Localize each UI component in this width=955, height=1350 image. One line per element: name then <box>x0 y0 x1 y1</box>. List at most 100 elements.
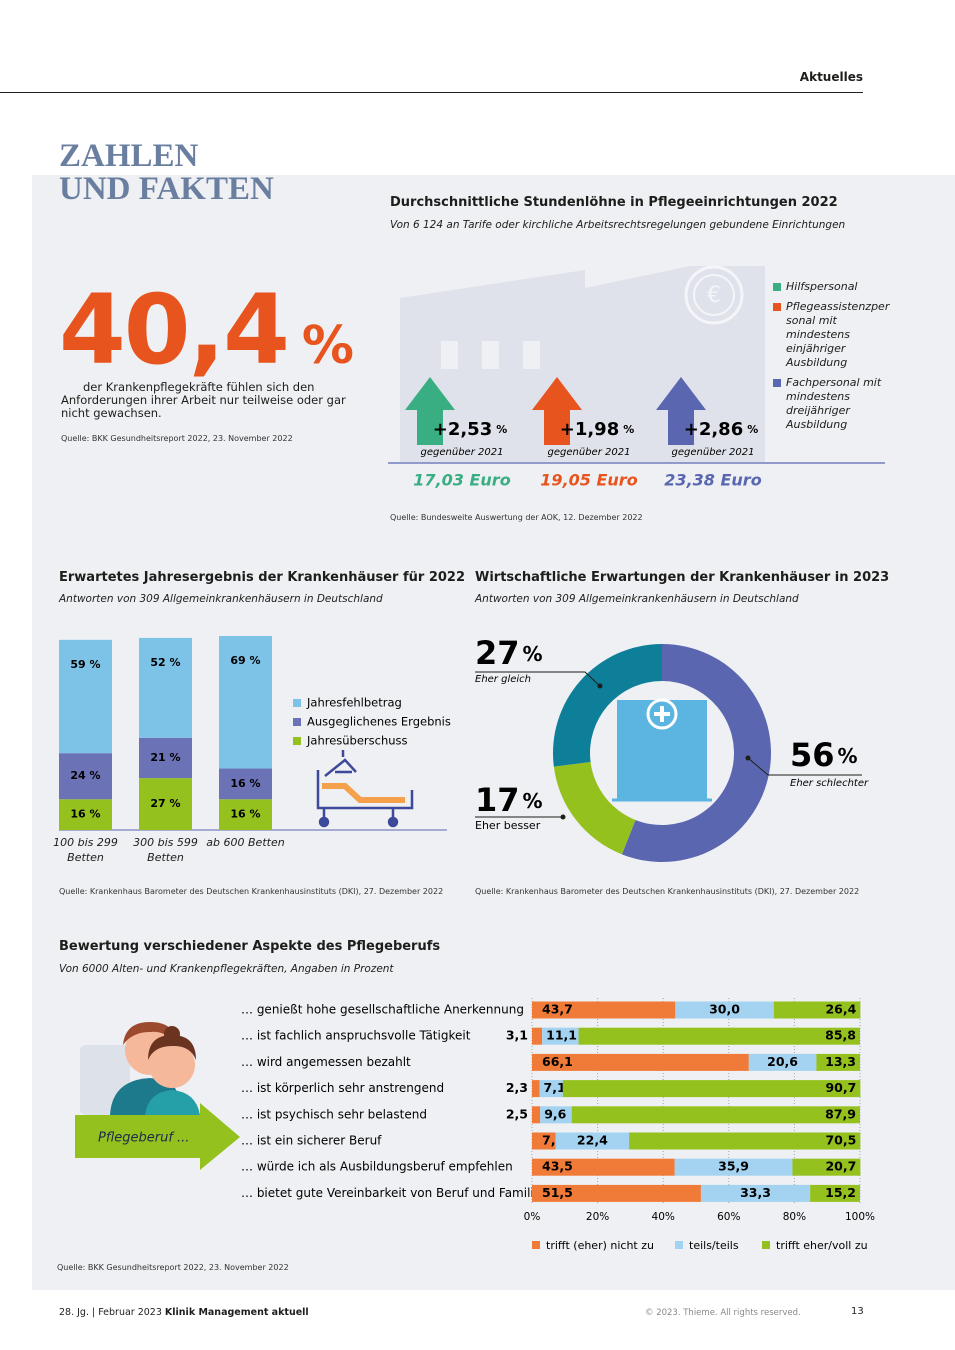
leader-line <box>475 671 601 687</box>
legend-label: trifft (eher) nicht zu <box>546 1239 654 1252</box>
source: Quelle: BKK Gesundheitsreport 2022, 23. … <box>61 434 293 443</box>
legend-swatch <box>773 283 781 291</box>
source: Quelle: BKK Gesundheitsreport 2022, 23. … <box>57 1263 289 1272</box>
hair <box>148 1035 196 1060</box>
bar-segment <box>748 1053 817 1071</box>
head <box>149 1042 195 1088</box>
bar-segment <box>532 1132 556 1150</box>
value-label: 2,5 <box>506 1106 528 1121</box>
bar-segment <box>539 1080 563 1098</box>
wage: 23,38 Euro <box>664 471 761 490</box>
legend-label: Pflegeassistenzpersonal mit mindestens e… <box>786 300 890 369</box>
title-line: ZAHLEN <box>59 138 199 174</box>
value-label: 85,8 <box>825 1028 856 1043</box>
mattress <box>322 783 405 803</box>
arrow <box>656 377 706 445</box>
arrow <box>405 377 455 445</box>
chart-title: Bewertung verschiedener Aspekte des Pfle… <box>59 939 441 954</box>
legend-label: Jahresfehlbetrag <box>306 696 402 710</box>
comparison: gegenüber 2021 <box>421 447 504 458</box>
value: 27 <box>475 634 520 672</box>
value-label: 20,7 <box>825 1159 856 1174</box>
comparison: gegenüber 2021 <box>672 447 755 458</box>
section-title: Durchschnittliche Stundenlöhne in Pflege… <box>390 195 838 210</box>
body <box>145 1090 200 1115</box>
bar-segment <box>139 778 192 830</box>
iv-pole <box>335 750 352 774</box>
bar-segment <box>773 1001 861 1019</box>
bar-segment <box>571 1106 860 1124</box>
category-label: … wird angemessen bezahlt <box>241 1055 411 1069</box>
value-label: 17% <box>475 781 543 819</box>
x-tick-label: 100 bis 299 Betten <box>53 836 118 864</box>
value: 56 <box>790 736 835 774</box>
wheel <box>318 816 330 828</box>
category-label: Eher gleich <box>475 674 531 685</box>
category-label: Eher besser <box>475 819 541 832</box>
chart-subtitle: Antworten von 309 Allgemeinkrankenhäuser… <box>59 593 383 605</box>
value-label: 3,1 <box>506 1028 528 1043</box>
value-label: 2,3 <box>506 1080 528 1095</box>
value-label: 87,9 <box>825 1106 856 1121</box>
unit: % <box>523 789 543 813</box>
section-label: Aktuelles <box>799 70 863 84</box>
bed-frame <box>316 770 414 810</box>
unit: % <box>523 642 543 666</box>
bar-segment <box>219 636 272 769</box>
bar-segment <box>532 1080 540 1098</box>
title-line: UND FAKTEN <box>59 171 274 207</box>
bar-segment <box>540 1106 572 1124</box>
bar-segment <box>674 1158 793 1176</box>
legend-label: trifft eher/voll zu <box>776 1239 868 1252</box>
bar-segment <box>59 639 112 754</box>
hair-bun <box>164 1026 180 1042</box>
bed-rail <box>324 758 357 777</box>
bar-segment <box>532 1053 749 1071</box>
legend-swatch <box>293 699 301 707</box>
value-label: 7,1 <box>544 1080 566 1095</box>
change-value: +2,86 <box>684 419 744 440</box>
bar-segment <box>532 1184 701 1202</box>
value-label: 22,4 <box>577 1133 608 1148</box>
issue: 28. Jg. | Februar 2023 <box>59 1307 162 1318</box>
value-label: 35,9 <box>718 1159 749 1174</box>
chart-subtitle: Antworten von 309 Allgemeinkrankenhäuser… <box>475 593 799 605</box>
legend-label: Fachpersonal mit mindestens dreijähriger… <box>786 376 882 431</box>
copyright: © 2023. Thieme. All rights reserved. <box>645 1308 801 1318</box>
value-label: 56% <box>790 736 858 774</box>
bar-segment <box>59 799 112 830</box>
bar-segment <box>532 1106 541 1124</box>
category-label: … ist ein sicherer Beruf <box>241 1134 382 1148</box>
legend-item: Fachpersonal mit mindestens dreijähriger… <box>773 376 891 432</box>
legend-item: Pflegeassistenzpersonal mit mindestens e… <box>773 300 891 370</box>
legend-swatch <box>773 379 781 387</box>
chart-subtitle: Von 6000 Alten- und Krankenpflegekräften… <box>59 963 394 975</box>
source: Quelle: Bundesweite Auswertung der AOK, … <box>390 513 643 522</box>
section-subtitle: Von 6 124 an Tarife oder kirchliche Arbe… <box>390 219 846 231</box>
legend-swatch <box>675 1241 683 1249</box>
leader-dot <box>597 683 603 689</box>
comparison: gegenüber 2021 <box>548 447 631 458</box>
wage: 19,05 Euro <box>540 471 637 490</box>
change-unit: % <box>496 423 507 436</box>
value-label: 33,3 <box>740 1185 771 1200</box>
leader-dot <box>560 814 566 820</box>
hospital-cross <box>654 706 670 722</box>
x-tick-label: 100% <box>845 1211 875 1223</box>
leader-line <box>747 757 862 776</box>
value-label: 16 % <box>70 808 100 821</box>
header-rule <box>0 92 863 93</box>
bar-segment <box>532 1027 543 1045</box>
people-illustration <box>75 1022 240 1170</box>
x-tick-label: 20% <box>586 1211 609 1223</box>
highlight-number: 40,4% <box>59 270 354 418</box>
value-label: 70,5 <box>825 1133 856 1148</box>
bed-icon <box>316 750 414 828</box>
value-label: 27 % <box>150 797 180 810</box>
value-label: 26,4 <box>825 1002 856 1017</box>
legend-swatch <box>293 718 301 726</box>
leader-dot <box>745 755 751 761</box>
category-label: Eher schlechter <box>790 778 869 789</box>
journal: Klinik Management aktuell <box>164 1307 309 1318</box>
value-label: 9,6 <box>544 1106 566 1121</box>
